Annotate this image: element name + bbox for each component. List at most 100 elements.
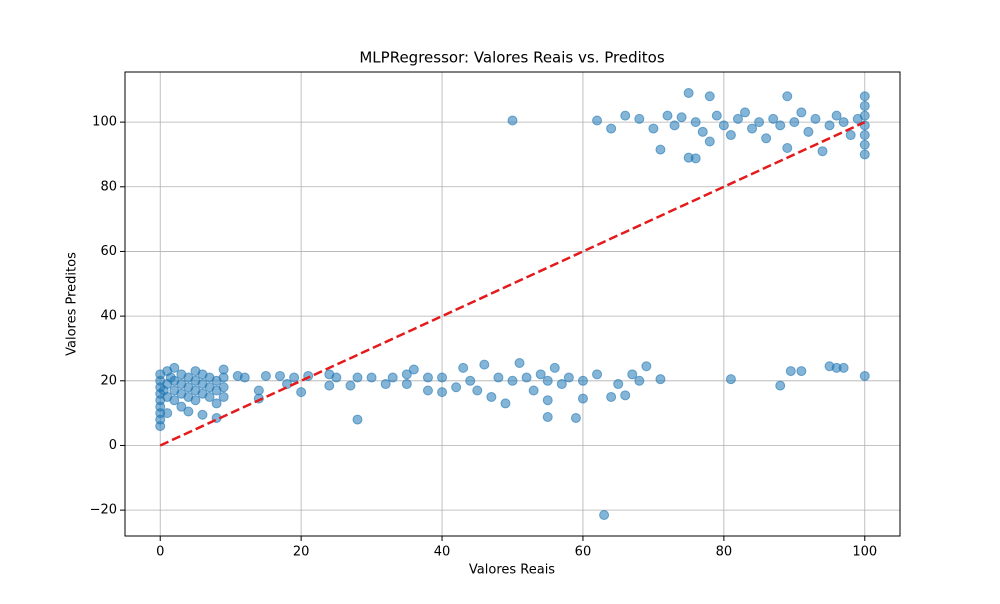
point <box>810 113 821 124</box>
point <box>789 117 800 128</box>
point <box>747 123 758 134</box>
point <box>183 406 194 417</box>
point <box>472 385 483 396</box>
point <box>859 91 870 102</box>
point <box>690 153 701 164</box>
point <box>387 372 398 383</box>
point <box>197 409 208 420</box>
point <box>437 372 448 383</box>
point <box>690 117 701 128</box>
point <box>775 380 786 391</box>
point <box>507 375 518 386</box>
point <box>761 133 772 144</box>
point <box>704 91 715 102</box>
point <box>655 374 666 385</box>
point <box>352 414 363 425</box>
point <box>401 369 412 380</box>
point <box>676 112 687 123</box>
point <box>577 375 588 386</box>
x-tick-label: 20 <box>293 545 310 560</box>
point <box>796 366 807 377</box>
point <box>796 107 807 118</box>
point <box>465 375 476 386</box>
point <box>169 395 180 406</box>
point <box>577 393 588 404</box>
point <box>740 107 750 118</box>
point <box>437 387 448 398</box>
point <box>606 391 617 402</box>
point <box>662 110 673 121</box>
point <box>704 136 715 147</box>
point <box>169 362 180 373</box>
point <box>162 408 173 419</box>
point <box>345 380 356 391</box>
y-tick-label: 100 <box>92 115 117 130</box>
point <box>718 120 729 131</box>
point <box>711 110 722 121</box>
point <box>514 358 525 369</box>
point <box>845 130 856 141</box>
x-tick-label: 80 <box>716 545 733 560</box>
point <box>831 110 842 121</box>
point <box>669 120 680 131</box>
point <box>627 369 638 380</box>
point <box>352 372 363 383</box>
point <box>732 113 743 124</box>
point <box>556 379 567 390</box>
point <box>775 120 786 131</box>
point <box>542 412 553 423</box>
point <box>859 139 870 150</box>
point <box>549 362 560 373</box>
point <box>422 372 433 383</box>
point <box>401 379 412 390</box>
point <box>838 362 849 373</box>
point <box>218 391 229 402</box>
point <box>754 117 765 128</box>
point <box>620 110 631 121</box>
point <box>859 149 870 160</box>
point <box>648 123 659 134</box>
point <box>655 144 666 155</box>
y-tick-label: 60 <box>100 244 117 259</box>
point <box>422 385 433 396</box>
point <box>535 369 546 380</box>
point <box>613 379 624 390</box>
point <box>239 372 250 383</box>
point <box>528 385 539 396</box>
point <box>838 117 849 128</box>
point <box>521 372 532 383</box>
point <box>785 366 796 377</box>
point <box>366 372 377 383</box>
point <box>408 364 419 375</box>
point <box>634 375 645 386</box>
point <box>542 375 553 386</box>
point <box>570 412 581 423</box>
point <box>380 379 391 390</box>
point <box>592 115 603 126</box>
point <box>592 369 603 380</box>
point <box>507 115 518 126</box>
x-tick-label: 40 <box>434 545 451 560</box>
y-tick-label: 40 <box>100 309 117 324</box>
point <box>218 364 229 375</box>
point <box>725 130 736 141</box>
point <box>620 390 631 401</box>
point <box>641 361 652 372</box>
x-tick-label: 0 <box>156 545 164 560</box>
point <box>782 91 793 102</box>
point <box>599 509 610 520</box>
point <box>331 372 342 383</box>
point <box>542 395 553 406</box>
point <box>859 110 870 121</box>
y-tick-label: 80 <box>100 179 117 194</box>
point <box>260 370 271 381</box>
point <box>296 387 307 398</box>
point <box>190 395 201 406</box>
y-tick-label: 20 <box>100 373 117 388</box>
point <box>324 380 335 391</box>
point <box>486 391 497 402</box>
point <box>204 391 215 402</box>
x-axis-label: Valores Reais <box>469 563 555 578</box>
chart-title: MLPRegressor: Valores Reais vs. Preditos <box>359 49 664 67</box>
